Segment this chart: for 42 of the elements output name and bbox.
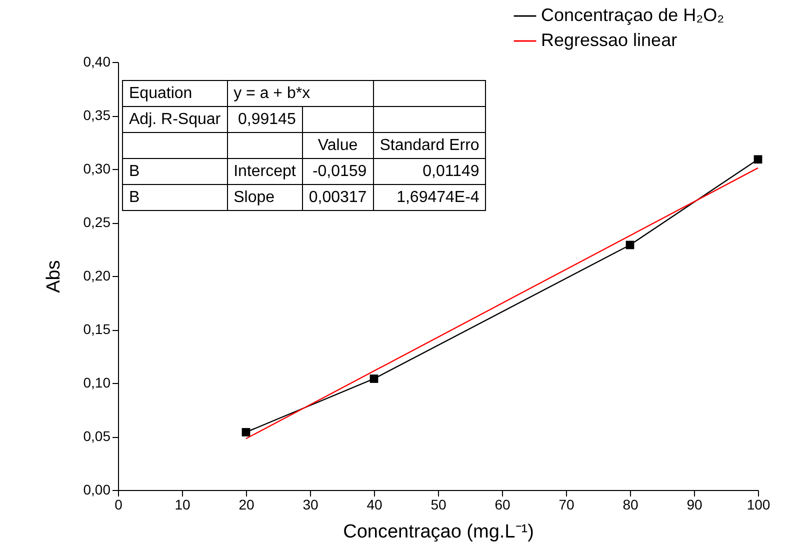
x-tick-label: 100 bbox=[746, 496, 770, 512]
y-tick-label: 0,00 bbox=[83, 482, 111, 498]
annotation: Value bbox=[302, 132, 374, 158]
x-tick-label: 90 bbox=[686, 496, 702, 512]
legend-label: Concentraçao de H₂O₂ bbox=[541, 5, 724, 25]
x-tick-label: 0 bbox=[114, 496, 123, 512]
annotation: -0,0159 bbox=[302, 158, 374, 184]
annotation: Intercept bbox=[227, 158, 302, 184]
annotation: 1,69474E-4 bbox=[373, 184, 486, 210]
annotation: 0,00317 bbox=[302, 184, 374, 210]
x-tick-label: 10 bbox=[174, 496, 190, 512]
point bbox=[754, 155, 762, 164]
x-tick-label: 30 bbox=[302, 496, 318, 512]
y-tick-label: 0,20 bbox=[83, 268, 111, 284]
annotation: 0,99145 bbox=[227, 106, 302, 132]
y-tick-label: 0,30 bbox=[83, 160, 111, 176]
annotation: B bbox=[122, 158, 228, 184]
point bbox=[242, 428, 250, 436]
y-tick-label: 0,25 bbox=[83, 214, 111, 230]
x-tick-label: 80 bbox=[622, 496, 638, 512]
y-tick-label: 0,05 bbox=[83, 428, 111, 444]
annotation: Slope bbox=[227, 184, 302, 210]
x-tick-label: 60 bbox=[494, 496, 510, 512]
y-tick-label: 0,35 bbox=[83, 107, 111, 123]
x-tick-label: 20 bbox=[238, 496, 254, 512]
annotation: Equation bbox=[122, 80, 228, 106]
y-tick-label: 0,10 bbox=[83, 374, 111, 390]
x-tick-label: 40 bbox=[366, 496, 382, 512]
legend-label: Regressao linear bbox=[541, 30, 678, 50]
annotation: B bbox=[122, 184, 228, 210]
annotation: 0,01149 bbox=[373, 158, 486, 184]
y-axis-title: Abs bbox=[43, 260, 64, 293]
x-tick-label: 50 bbox=[430, 496, 446, 512]
x-axis-title: Concentraçao (mg.L⁻¹) bbox=[343, 522, 534, 542]
annotation: y = a + b*x bbox=[227, 80, 374, 106]
point bbox=[626, 240, 634, 250]
point bbox=[370, 374, 378, 383]
y-tick-label: 0,15 bbox=[83, 321, 111, 337]
x-tick-label: 70 bbox=[558, 496, 574, 512]
y-tick-label: 0,40 bbox=[83, 54, 111, 70]
annotation: Adj. R-Squar bbox=[122, 106, 228, 132]
annotation: Standard Erro bbox=[373, 132, 486, 158]
